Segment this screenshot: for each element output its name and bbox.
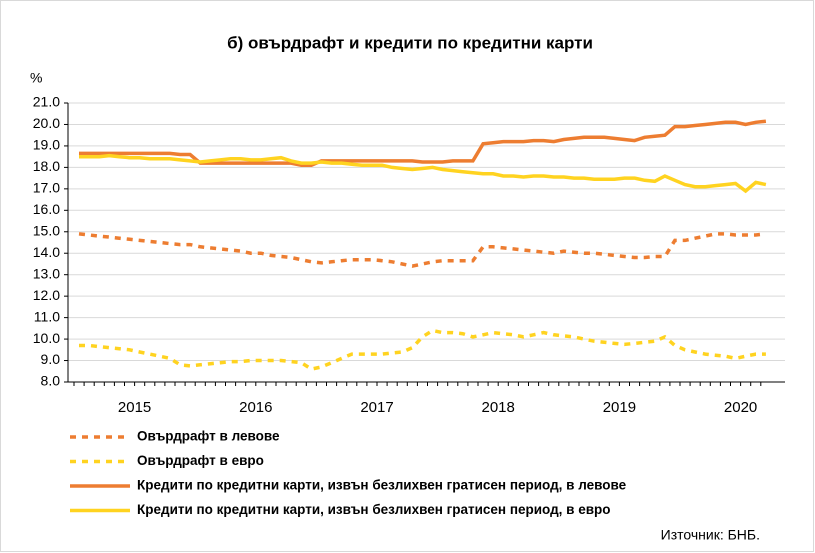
legend-label: Овърдрафт в евро bbox=[137, 453, 264, 468]
legend-label: Овърдрафт в левове bbox=[137, 429, 280, 444]
y-tick-label: 13.0 bbox=[33, 265, 60, 281]
y-tick-label: 19.0 bbox=[33, 137, 60, 153]
series-line bbox=[79, 119, 767, 167]
series-line bbox=[79, 153, 767, 194]
x-tick-label: 2018 bbox=[482, 399, 515, 416]
series-line bbox=[79, 328, 766, 371]
x-tick-label: 2017 bbox=[360, 399, 393, 416]
y-tick-label: 17.0 bbox=[33, 180, 60, 196]
y-tick-label: 18.0 bbox=[33, 158, 60, 174]
x-tick-label: 2019 bbox=[603, 399, 636, 416]
y-tick-label: 16.0 bbox=[33, 201, 60, 217]
y-tick-label: 11.0 bbox=[34, 308, 60, 324]
y-axis-label: % bbox=[30, 70, 42, 86]
legend-label: Кредити по кредитни карти, извън безлихв… bbox=[137, 502, 611, 517]
source: Източник: БНБ. bbox=[661, 527, 760, 543]
y-tick-label: 14.0 bbox=[33, 244, 60, 260]
x-tick-label: 2016 bbox=[239, 399, 272, 416]
y-tick-label: 8.0 bbox=[41, 373, 61, 389]
chart-title: б) овърдрафт и кредити по кредитни карти bbox=[227, 33, 593, 52]
y-tick-label: 10.0 bbox=[33, 330, 60, 346]
y-tick-label: 9.0 bbox=[41, 351, 61, 367]
x-tick-label: 2015 bbox=[118, 399, 151, 416]
y-tick-label: 21.0 bbox=[33, 94, 60, 110]
x-tick-label: 2020 bbox=[724, 399, 757, 416]
y-tick-label: 20.0 bbox=[33, 115, 60, 131]
y-tick-label: 15.0 bbox=[33, 222, 60, 238]
y-tick-label: 12.0 bbox=[33, 287, 60, 303]
legend-label: Кредити по кредитни карти, извън безлихв… bbox=[137, 478, 627, 493]
